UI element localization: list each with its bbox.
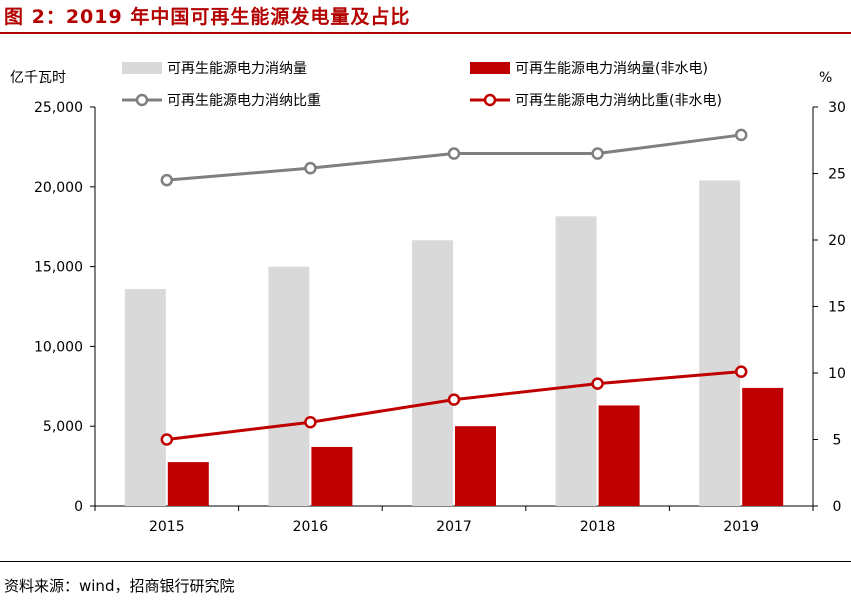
x-tick-label: 2016 [293,519,329,535]
right-tick-label: 20 [828,233,846,249]
left-tick-label: 25,000 [34,100,83,116]
figure-title: 图 2：2019 年中国可再生能源发电量及占比 [4,6,411,28]
point-share-total [591,147,604,160]
bars [124,180,784,507]
legend-label: 可再生能源电力消纳量(非水电) [515,61,708,77]
point-share-total [304,161,317,175]
left-tick-label: 5,000 [43,419,83,435]
legend-label: 可再生能源电力消纳量 [167,61,307,77]
bar-total [699,180,741,506]
lines [160,128,748,446]
legend-swatch-bar [122,62,162,74]
point-share-nonhydro [591,377,604,390]
legend-label: 可再生能源电力消纳比重 [167,93,321,109]
source-note: 资料来源：wind，招商银行研究院 [4,577,235,595]
y-left-axis-label: 亿千瓦时 [10,70,66,86]
point-share-total [160,173,174,187]
title-rule [0,32,851,34]
bar-nonhydro [598,405,640,506]
bar-total [555,216,597,507]
legend-swatch-marker [483,93,497,107]
right-tick-label: 5 [833,433,842,449]
legend-swatch-marker [135,93,149,107]
right-tick-label: 0 [833,499,842,515]
right-tick-label: 30 [828,100,846,116]
bar-nonhydro [311,446,353,506]
point-share-nonhydro [304,415,317,429]
bar-total [124,288,166,506]
point-share-nonhydro [734,365,748,378]
bar-nonhydro [742,387,784,506]
point-share-total [447,147,461,160]
x-tick-label: 2019 [723,519,759,535]
x-tick-label: 2015 [149,519,185,535]
left-tick-label: 15,000 [34,260,83,276]
right-tick-label: 25 [828,167,846,183]
axes: 0 5,000 10,000 15,000 20,000 25,000 0 5 10 15 20 25… [10,70,846,535]
legend-label: 可再生能源电力消纳比重(非水电) [515,93,722,109]
y-right-axis-label: % [819,70,832,86]
bar-nonhydro [167,462,209,506]
left-tick-label: 0 [74,499,83,515]
point-share-nonhydro [447,393,461,406]
bar-nonhydro [455,426,496,506]
right-tick-label: 10 [828,366,846,382]
point-share-nonhydro [160,433,174,446]
legend-swatch-bar [470,62,510,74]
chart: 0 5,000 10,000 15,000 20,000 25,000 0 5 10 15 20 25… [10,61,846,535]
legend: 可再生能源电力消纳量 可再生能源电力消纳量(非水电) 可再生能源电力消纳比重 可再生能… [122,61,722,109]
x-tick-label: 2017 [436,519,472,535]
left-tick-label: 10,000 [34,339,83,355]
left-tick-label: 20,000 [34,180,83,196]
point-share-total [734,128,748,142]
bar-total [268,266,310,506]
x-tick-label: 2018 [580,519,616,535]
right-tick-label: 15 [828,300,846,316]
bar-total [412,240,453,507]
source-rule [0,561,851,562]
